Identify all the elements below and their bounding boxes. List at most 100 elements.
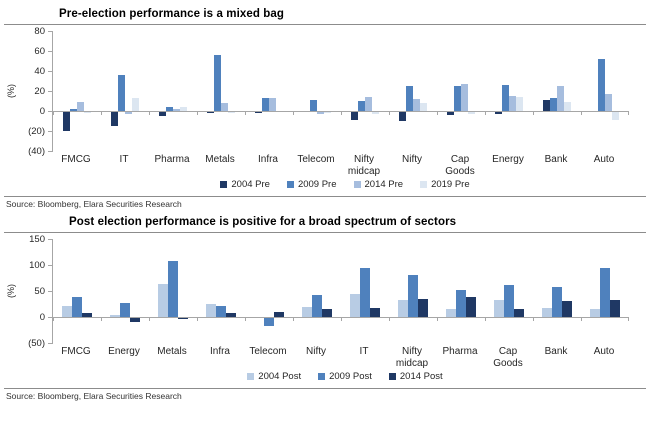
bar-2004-post-infra — [206, 304, 216, 317]
bar-2004-pre-infra — [255, 112, 262, 113]
bar-2014-pre-pharma — [173, 109, 180, 111]
bar-group-telecom — [293, 31, 341, 151]
bar-2009-pre-pharma — [166, 107, 173, 111]
bar-2014-post-telecom — [274, 311, 284, 317]
bar-group-auto — [581, 31, 629, 151]
bar-2004-pre-nifty-midcap — [351, 112, 358, 120]
y-tick-label-0: 0 — [39, 311, 45, 323]
legend-item-2019-pre: 2019 Pre — [420, 179, 470, 190]
bar-2014-pre-bank — [557, 86, 564, 111]
bar-2009-pre-nifty-midcap — [358, 101, 365, 111]
y-tick-mark — [48, 51, 53, 52]
bar-2009-pre-fmcg — [70, 109, 77, 111]
bar-2009-post-it — [360, 267, 370, 317]
bar-group-fmcg — [53, 31, 101, 151]
category-boundary-tick — [149, 317, 150, 321]
bar-2004-post-bank — [542, 307, 552, 317]
bar-2019-pre-energy — [516, 97, 523, 111]
source-note: Source: Bloomberg, Elara Securities Rese… — [6, 391, 182, 401]
category-boundary-tick — [533, 111, 534, 115]
category-boundary-tick — [628, 317, 629, 321]
bar-2004-post-metals — [158, 284, 168, 317]
x-label-infra: Infra — [209, 346, 230, 357]
bar-2009-post-cap-goods — [504, 284, 514, 317]
bar-2014-post-bank — [562, 301, 572, 317]
x-label-it: IT — [359, 346, 369, 357]
legend-item-2014-post: 2014 Post — [388, 371, 443, 382]
category-boundary-tick — [101, 111, 102, 115]
bar-2009-post-pharma — [456, 289, 466, 317]
x-label-cap-goods: Cap Goods — [493, 346, 523, 369]
bar-2014-pre-metals — [221, 103, 228, 111]
y-tick-mark — [48, 71, 53, 72]
source-note: Source: Bloomberg, Elara Securities Rese… — [6, 199, 182, 209]
x-label-fmcg: FMCG — [61, 346, 91, 357]
bar-2014-post-pharma — [466, 297, 476, 317]
bar-2019-pre-auto — [612, 112, 619, 120]
x-label-auto: Auto — [593, 154, 615, 165]
bar-2014-post-energy — [130, 318, 140, 323]
bar-2004-post-energy — [110, 315, 120, 317]
divider — [4, 388, 646, 389]
x-label-metals: Metals — [157, 346, 187, 357]
bar-2009-post-energy — [120, 302, 130, 317]
y-axis-label-column: (%) — [4, 239, 18, 343]
bar-2009-pre-bank — [550, 98, 557, 111]
y-tick-mark — [48, 239, 53, 240]
bar-group-infra — [245, 31, 293, 151]
bar-group-cap-goods — [437, 31, 485, 151]
legend-label-2019-pre: 2019 Pre — [431, 179, 470, 190]
x-label-nifty-midcap: Nifty midcap — [347, 154, 381, 177]
plot-area — [48, 239, 629, 344]
y-axis-label: (%) — [6, 84, 16, 98]
bar-group-nifty — [293, 239, 341, 343]
bar-2009-pre-energy — [502, 85, 509, 111]
x-axis-labels: FMCG Energy Metals Infra Telecom Nifty IT Nifty… — [52, 346, 628, 369]
x-axis-spacer — [4, 346, 52, 369]
bar-2014-pre-infra — [269, 98, 276, 111]
bar-2009-pre-infra — [262, 98, 269, 111]
category-boundary-tick — [245, 111, 246, 115]
legend-item-2004-post: 2004 Post — [247, 371, 301, 382]
pre-election-chart-block: Pre-election performance is a mixed bag … — [4, 8, 646, 209]
legend-label-2014-post: 2014 Post — [399, 371, 443, 382]
bar-2019-pre-metals — [228, 112, 235, 113]
legend-swatch-2009-post — [318, 373, 326, 380]
bar-2014-post-metals — [178, 318, 188, 320]
bar-2014-post-nifty-midcap — [418, 298, 428, 317]
y-tick-label-80: 80 — [34, 25, 45, 37]
x-label-it: IT — [119, 154, 129, 165]
x-label-cap-goods: Cap Goods — [445, 154, 475, 177]
category-boundary-tick — [197, 317, 198, 321]
category-boundary-tick — [101, 317, 102, 321]
y-tick-mark — [48, 151, 53, 152]
plot-area — [48, 31, 629, 152]
y-tick-mark — [48, 31, 53, 32]
y-tick-label-50: (50) — [28, 337, 45, 349]
legend-swatch-2004-post — [247, 373, 255, 380]
divider — [4, 196, 646, 197]
category-boundary-tick — [53, 111, 54, 115]
bar-group-metals — [149, 239, 197, 343]
bar-2009-pre-nifty — [406, 86, 413, 111]
pre-election-chart-title: Pre-election performance is a mixed bag — [59, 8, 285, 20]
y-tick-label-40: (40) — [28, 145, 45, 157]
bar-2004-post-nifty-midcap — [398, 299, 408, 317]
bar-group-nifty-midcap — [341, 31, 389, 151]
x-label-nifty-midcap: Nifty midcap — [395, 346, 429, 369]
category-boundary-tick — [581, 111, 582, 115]
bar-group-telecom — [245, 239, 293, 343]
x-label-pharma: Pharma — [154, 154, 190, 165]
category-boundary-tick — [628, 111, 629, 115]
bar-group-energy — [485, 31, 533, 151]
bar-group-pharma — [437, 239, 485, 343]
y-axis-tick-labels: 150 100 50 0 (50) — [18, 234, 52, 349]
bar-2009-post-auto — [600, 267, 610, 317]
category-boundary-tick — [581, 317, 582, 321]
bar-group-auto — [581, 239, 629, 343]
category-boundary-tick — [485, 111, 486, 115]
legend-item-2004-pre: 2004 Pre — [220, 179, 270, 190]
x-label-telecom: Telecom — [297, 154, 335, 165]
post-election-chart-title: Post election performance is positive fo… — [69, 216, 457, 228]
post-election-chart: (%) 150 100 50 0 (50) FMCG Energy Metals Infra T… — [4, 234, 646, 382]
